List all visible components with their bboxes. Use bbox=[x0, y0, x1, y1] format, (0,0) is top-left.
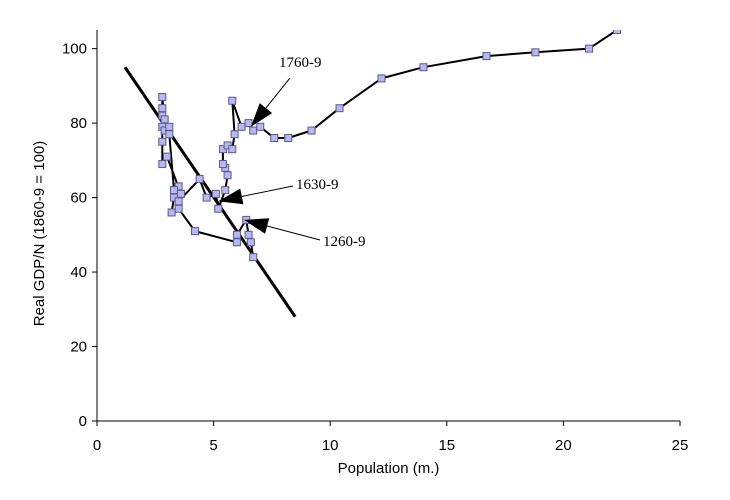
x-tick-label: 20 bbox=[555, 437, 572, 454]
data-point bbox=[211, 189, 220, 198]
data-point bbox=[613, 30, 622, 34]
trend-line bbox=[123, 66, 297, 318]
y-tick-label: 0 bbox=[79, 413, 87, 430]
data-point bbox=[174, 204, 183, 213]
data-point bbox=[174, 197, 183, 206]
y-axis-title: Real GDP/N (1860-9 = 100) bbox=[31, 141, 48, 327]
annotation: 1630-9 bbox=[218, 177, 339, 205]
data-point bbox=[162, 152, 171, 161]
y-tick-label: 20 bbox=[70, 339, 87, 356]
y-ticks: 0 20 40 60 80 100 bbox=[62, 41, 97, 430]
data-point bbox=[228, 96, 237, 105]
y-tick-label: 80 bbox=[70, 115, 87, 132]
x-axis-title: Population (m.) bbox=[338, 460, 440, 477]
x-tick-label: 10 bbox=[322, 437, 339, 454]
data-point bbox=[158, 160, 167, 169]
data-point bbox=[419, 63, 428, 72]
x-tick-label: 5 bbox=[209, 437, 217, 454]
data-point bbox=[377, 74, 386, 83]
data-point bbox=[249, 253, 258, 262]
data-point bbox=[249, 126, 258, 135]
data-point bbox=[237, 122, 246, 131]
data-point bbox=[165, 122, 174, 131]
annotation-arrow-head bbox=[218, 188, 244, 205]
data-point bbox=[335, 104, 344, 113]
data-point bbox=[284, 133, 293, 142]
annotation-arrow-line bbox=[266, 225, 321, 241]
trend-line-group bbox=[123, 66, 297, 318]
data-point bbox=[221, 186, 230, 195]
x-tick-label: 25 bbox=[672, 437, 689, 454]
data-point bbox=[223, 171, 232, 180]
y-tick-label: 100 bbox=[62, 41, 87, 58]
axes bbox=[96, 30, 680, 422]
y-tick-label: 60 bbox=[70, 190, 87, 207]
data-point bbox=[307, 126, 316, 135]
data-point bbox=[531, 48, 540, 57]
annotation-label: 1760-9 bbox=[279, 55, 322, 71]
data-point bbox=[244, 230, 253, 239]
annotations: 1760-9 1630-9 1260-9 bbox=[218, 55, 366, 250]
data-point bbox=[160, 115, 169, 124]
data-point bbox=[244, 119, 253, 128]
data-point bbox=[585, 44, 594, 53]
data-point bbox=[165, 130, 174, 139]
data-point bbox=[256, 122, 265, 131]
data-point bbox=[176, 189, 185, 198]
data-point bbox=[195, 174, 204, 183]
annotation: 1260-9 bbox=[243, 218, 366, 250]
data-point bbox=[232, 238, 241, 247]
series-group bbox=[158, 30, 622, 262]
data-point bbox=[270, 133, 279, 142]
data-point bbox=[202, 193, 211, 202]
annotation-label: 1630-9 bbox=[296, 177, 339, 193]
data-point bbox=[158, 93, 167, 102]
data-point bbox=[214, 204, 223, 213]
data-point bbox=[230, 130, 239, 139]
annotation-arrow-line bbox=[241, 185, 294, 197]
data-point bbox=[228, 145, 237, 154]
data-point bbox=[246, 238, 255, 247]
data-point bbox=[232, 230, 241, 239]
data-point bbox=[169, 186, 178, 195]
data-point bbox=[158, 137, 167, 146]
data-point bbox=[218, 160, 227, 169]
x-tick-label: 0 bbox=[93, 437, 101, 454]
annotation-label: 1260-9 bbox=[323, 234, 366, 250]
x-tick-label: 15 bbox=[438, 437, 455, 454]
data-point bbox=[482, 52, 491, 61]
annotation-arrow-line bbox=[265, 77, 291, 109]
annotation: 1760-9 bbox=[250, 55, 322, 127]
data-point bbox=[158, 104, 167, 113]
x-ticks: 0 5 10 15 20 25 bbox=[93, 421, 689, 454]
annotation-arrow-head bbox=[243, 218, 270, 234]
y-tick-label: 40 bbox=[70, 264, 87, 281]
data-point bbox=[190, 227, 199, 236]
annotation-arrow-head bbox=[250, 103, 273, 127]
series-line bbox=[161, 30, 618, 258]
data-point bbox=[167, 208, 176, 217]
